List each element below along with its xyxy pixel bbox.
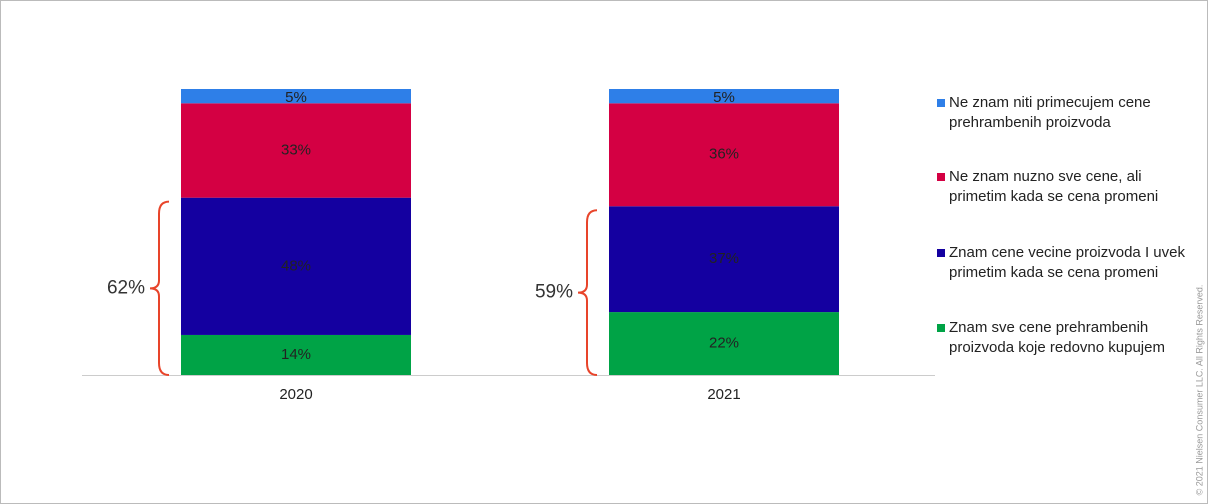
legend-swatch [937,173,945,181]
legend-label: Ne znam nuzno sve cene, ali primetim kad… [949,168,1159,205]
annotation: 62% [107,277,145,298]
legend-item: Znam cene vecine proizvoda I uvek primet… [937,243,1189,283]
legend-label: Znam cene vecine proizvoda I uvek primet… [949,244,1185,281]
legend-label: Znam sve cene prehrambenih proizvoda koj… [949,319,1165,356]
bar-segment [609,206,839,313]
bar-segment [181,334,411,375]
value-label: 37% [709,250,739,267]
bar-segment [609,89,839,104]
x-tick-label: 2020 [279,386,312,403]
value-label: 14% [281,346,311,363]
copyright: © 2021 Nielsen Consumer LLC. All Rights … [1194,285,1204,496]
bar-segment [609,312,839,375]
legend-swatch [937,324,945,332]
bar-segment [181,197,411,335]
brace [149,200,170,376]
legend-swatch [937,99,945,107]
value-label: 48% [281,257,311,274]
legend-item: Ne znam niti primecujem cene prehrambeni… [937,93,1189,133]
legend-item: Ne znam nuzno sve cene, ali primetim kad… [937,167,1189,207]
legend-swatch [937,249,945,257]
value-label: 5% [285,89,307,106]
value-label: 5% [713,89,735,106]
value-label: 33% [281,141,311,158]
bar-segment [181,89,411,104]
annotation: 59% [535,282,573,303]
brace [577,209,598,376]
legend-item: Znam sve cene prehrambenih proizvoda koj… [937,318,1189,358]
bar-segment [181,103,411,198]
bar-segment [609,103,839,207]
value-label: 22% [709,335,739,352]
x-tick-label: 2021 [707,386,740,403]
legend-label: Ne znam niti primecujem cene prehrambeni… [949,94,1151,131]
value-label: 36% [709,146,739,163]
